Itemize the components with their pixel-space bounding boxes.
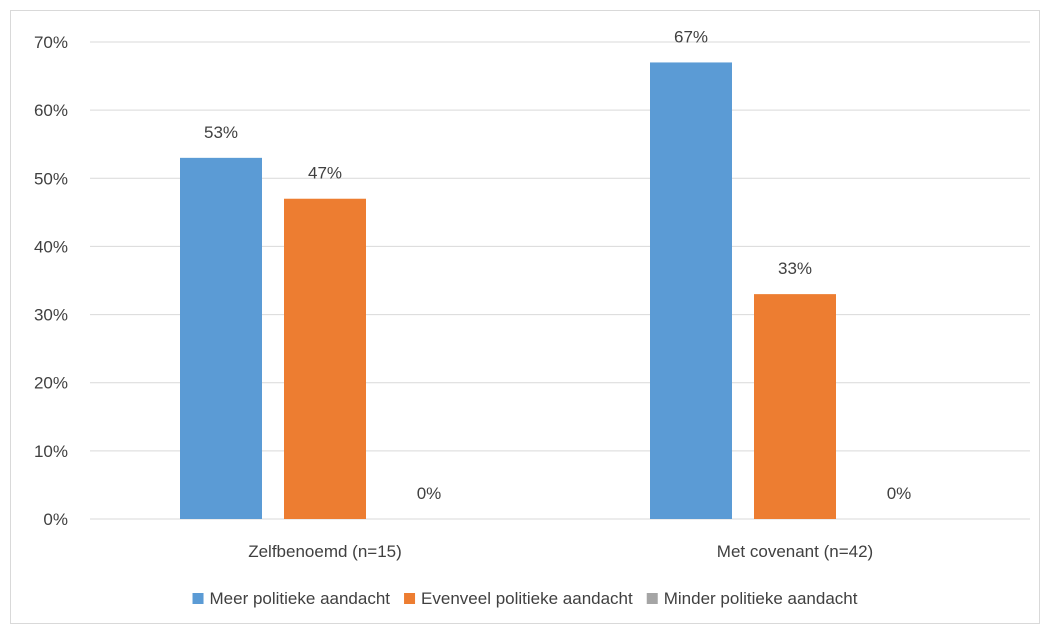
x-category-label: Met covenant (n=42) — [717, 542, 873, 561]
bar — [284, 198, 366, 519]
y-tick-label: 50% — [34, 169, 68, 188]
data-label: 0% — [417, 484, 442, 503]
bar — [650, 62, 732, 519]
y-tick-label: 10% — [34, 442, 68, 461]
bar — [180, 157, 262, 520]
legend-label: Evenveel politieke aandacht — [421, 589, 633, 608]
legend-swatch — [404, 593, 416, 604]
y-tick-label: 20% — [34, 374, 68, 393]
data-label: 0% — [887, 484, 912, 503]
legend-swatch — [192, 593, 204, 604]
y-tick-label: 30% — [34, 306, 68, 325]
data-label: 53% — [204, 123, 238, 142]
y-tick-label: 40% — [34, 237, 68, 256]
bar — [754, 294, 836, 519]
y-tick-label: 0% — [43, 510, 68, 529]
x-category-label: Zelfbenoemd (n=15) — [248, 542, 402, 561]
legend-swatch — [646, 593, 658, 604]
y-tick-label: 60% — [34, 101, 68, 120]
data-label: 33% — [778, 259, 812, 278]
data-label: 67% — [674, 27, 708, 46]
y-tick-label: 70% — [34, 33, 68, 52]
data-label: 47% — [308, 164, 342, 183]
legend-label: Meer politieke aandacht — [210, 589, 391, 608]
legend-label: Minder politieke aandacht — [664, 589, 858, 608]
